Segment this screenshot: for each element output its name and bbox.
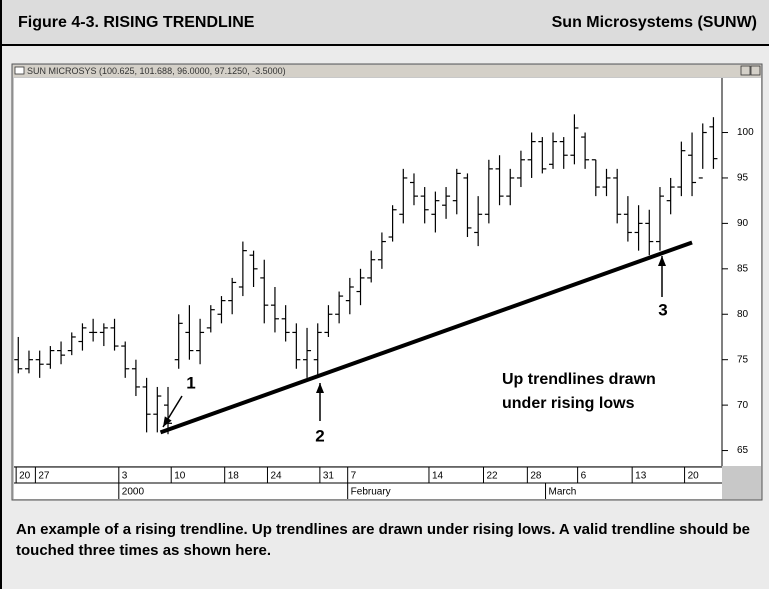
figure-title: Figure 4-3. RISING TRENDLINE xyxy=(18,14,255,31)
figure-subject: Sun Microsystems (SUNW) xyxy=(551,14,757,31)
annotation: under rising lows xyxy=(502,395,635,412)
x-tick-label: 18 xyxy=(228,471,240,482)
x-tick-label: 28 xyxy=(530,471,542,482)
x-tick-label: 3 xyxy=(122,471,128,482)
x-tick-label: 10 xyxy=(174,471,186,482)
y-tick-label: 65 xyxy=(737,445,749,456)
month-label: March xyxy=(549,487,577,498)
x-tick-label: 13 xyxy=(635,471,647,482)
arrow-head xyxy=(316,383,324,393)
x-tick-label: 24 xyxy=(270,471,282,482)
y-tick-label: 85 xyxy=(737,263,749,274)
window-button[interactable] xyxy=(750,65,761,76)
touch-label: 3 xyxy=(658,300,667,319)
x-tick-label: 7 xyxy=(351,471,357,482)
y-tick-label: 90 xyxy=(737,218,749,229)
month-label: 2000 xyxy=(122,487,145,498)
x-tick-label: 20 xyxy=(688,471,700,482)
touch-label: 1 xyxy=(186,373,195,392)
x-tick-label: 6 xyxy=(581,471,587,482)
arrow-head xyxy=(658,256,666,266)
annotation: Up trendlines drawn xyxy=(502,371,656,388)
y-tick-label: 95 xyxy=(737,173,749,184)
y-tick-label: 80 xyxy=(737,309,749,320)
figure-header: Figure 4-3. RISING TRENDLINE Sun Microsy… xyxy=(2,0,769,46)
trendline xyxy=(159,240,693,435)
y-tick-label: 75 xyxy=(737,354,749,365)
window-button[interactable] xyxy=(740,65,751,76)
touch-label: 2 xyxy=(315,426,324,445)
x-tick-label: 22 xyxy=(487,471,499,482)
x-tick-label: 20 xyxy=(19,471,31,482)
window-icon xyxy=(14,66,25,75)
x-tick-label: 27 xyxy=(38,471,50,482)
month-label: February xyxy=(351,487,391,498)
window-title: SUN MICROSYS (100.625, 101.688, 96.0000,… xyxy=(27,66,286,76)
y-tick-label: 100 xyxy=(737,127,754,138)
arrow-head xyxy=(163,416,172,427)
x-tick-label: 31 xyxy=(323,471,335,482)
y-axis-area xyxy=(722,78,761,466)
x-tick-label: 14 xyxy=(432,471,444,482)
y-tick-label: 70 xyxy=(737,400,749,411)
window-title-bar xyxy=(13,65,761,77)
caption: An example of a rising trendline. Up tre… xyxy=(16,521,751,559)
